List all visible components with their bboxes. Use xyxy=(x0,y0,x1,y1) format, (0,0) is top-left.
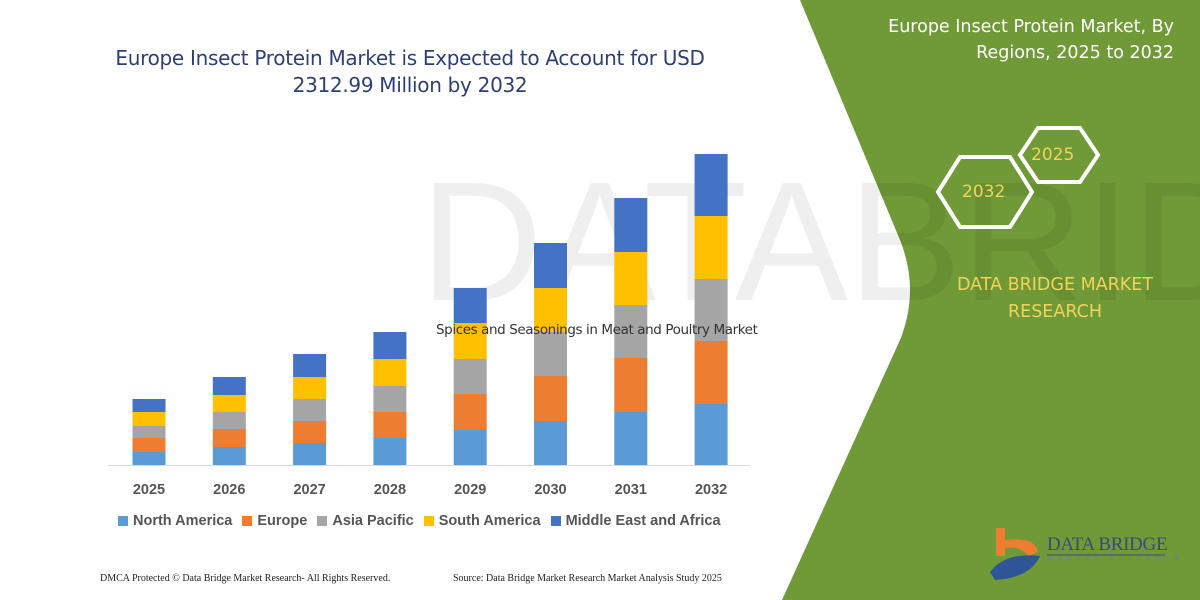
hex-label-2032: 2032 xyxy=(962,182,1006,202)
hexagon-2025 xyxy=(1017,126,1101,184)
bar-segment-2031-0 xyxy=(614,412,648,465)
bar-segment-2025-3 xyxy=(132,412,166,426)
x-tick-label: 2030 xyxy=(534,482,566,498)
chart-title: Europe Insect Protein Market is Expected… xyxy=(115,46,705,97)
bar-segment-2027-1 xyxy=(293,421,327,443)
legend-swatch xyxy=(550,516,561,526)
bar-segment-2028-2 xyxy=(373,386,407,412)
x-tick-label: 2032 xyxy=(695,482,727,498)
logo-subtext: MARKET RESEARCH xyxy=(1048,556,1183,562)
x-tick-label: 2026 xyxy=(213,482,245,498)
legend-item: North America xyxy=(118,513,232,529)
bar-segment-2025-2 xyxy=(132,426,166,438)
legend-label: Asia Pacific xyxy=(332,513,414,529)
legend-swatch xyxy=(423,516,434,526)
bar-segment-2027-0 xyxy=(293,443,327,465)
logo-text: DATA BRIDGE xyxy=(1047,534,1168,555)
legend-item: Middle East and Africa xyxy=(550,513,721,529)
bar-segment-2031-2 xyxy=(614,305,648,358)
legend-item: Asia Pacific xyxy=(317,513,414,529)
bar-segment-2029-1 xyxy=(453,394,487,430)
legend-swatch xyxy=(317,516,328,526)
bar-segment-2030-4 xyxy=(534,243,567,288)
legend-label: North America xyxy=(133,513,233,529)
legend-label: Middle East and Africa xyxy=(565,513,721,529)
legend-item: South America xyxy=(423,513,541,529)
x-tick-label: 2028 xyxy=(374,482,406,498)
bar-segment-2032-1 xyxy=(694,341,728,404)
data-bridge-logo-icon xyxy=(990,528,1040,580)
bar-segment-2029-0 xyxy=(453,430,487,465)
bar-segment-2032-2 xyxy=(694,279,728,341)
bar-segment-2025-0 xyxy=(132,452,166,465)
bar-segment-2028-4 xyxy=(373,332,407,359)
bar-segment-2026-4 xyxy=(212,377,246,395)
bar-segment-2026-1 xyxy=(212,429,246,447)
overlay-text: Spices and Seasonings in Meat and Poultr… xyxy=(436,322,758,338)
bar-segment-2026-3 xyxy=(212,395,246,412)
legend-swatch xyxy=(118,516,128,526)
bar-segment-2032-4 xyxy=(694,154,728,216)
bar-segment-2032-0 xyxy=(694,404,728,465)
bar-segment-2025-4 xyxy=(132,399,166,412)
bar-segment-2029-2 xyxy=(453,359,487,394)
legend-item: Europe xyxy=(242,513,307,529)
bar-segment-2031-4 xyxy=(614,198,648,252)
x-tick-label: 2031 xyxy=(615,482,647,498)
bar-segment-2031-3 xyxy=(614,252,648,305)
stacked-bar-chart: 2025 2026 2027 2028 2029 2030 2031 2032 xyxy=(108,154,750,498)
bar-segment-2027-4 xyxy=(293,354,327,377)
bar-segment-2026-0 xyxy=(212,447,246,465)
hexagon-2032 xyxy=(935,155,1035,229)
bar-segment-2028-0 xyxy=(373,438,407,465)
bar-segment-2030-2 xyxy=(534,332,567,376)
side-title: Europe Insect Protein Market, By Regions… xyxy=(888,17,1174,63)
legend-label: Europe xyxy=(257,513,308,529)
bar-segment-2025-1 xyxy=(132,438,166,452)
bar-segment-2030-1 xyxy=(534,376,567,421)
x-tick-label: 2029 xyxy=(454,482,486,498)
bar-segment-2029-4 xyxy=(453,288,487,323)
legend-label: South America xyxy=(438,513,541,529)
bar-segment-2031-1 xyxy=(614,358,648,412)
bar-segment-2027-2 xyxy=(293,399,327,421)
bar-segment-2028-1 xyxy=(373,412,407,438)
brand-name: DATA BRIDGE MARKET RESEARCH xyxy=(956,275,1154,322)
bar-segment-2030-0 xyxy=(534,421,567,465)
x-tick-label: 2025 xyxy=(133,482,165,498)
bar-segment-2032-3 xyxy=(694,216,728,279)
bar-segment-2026-2 xyxy=(212,412,246,429)
bar-segment-2030-3 xyxy=(534,288,567,332)
bar-segment-2028-3 xyxy=(373,359,407,386)
bar-segment-2027-3 xyxy=(293,377,327,399)
footer-source: Source: Data Bridge Market Research Mark… xyxy=(453,573,722,584)
bar-segment-2029-3 xyxy=(453,323,487,359)
footer-copyright: DMCA Protected © Data Bridge Market Rese… xyxy=(100,573,391,584)
chart-legend: North America Europe Asia Pacific South Ame… xyxy=(118,513,721,529)
legend-swatch xyxy=(242,516,253,526)
hex-label-2025: 2025 xyxy=(1031,145,1075,165)
x-tick-label: 2027 xyxy=(293,482,325,498)
